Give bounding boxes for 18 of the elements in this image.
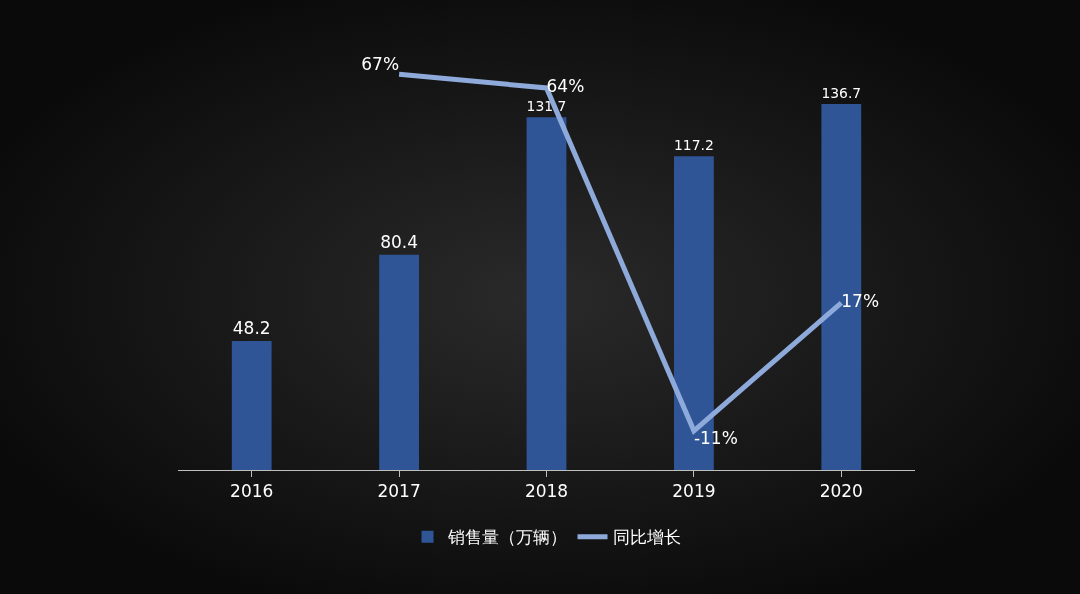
data-label: 117.2 — [674, 136, 714, 153]
data-label: 48.2 — [232, 317, 271, 338]
x-tick-label: 2017 — [377, 481, 421, 502]
bar — [379, 254, 419, 470]
data-label: 80.4 — [380, 231, 419, 252]
bar — [526, 117, 567, 470]
data-label: -11% — [693, 427, 738, 448]
legend-label: 销售量（万辆） — [446, 527, 567, 548]
data-label: 67% — [361, 54, 400, 75]
data-label: 17% — [841, 291, 880, 312]
bar — [231, 340, 272, 470]
x-tick-label: 2020 — [819, 481, 863, 502]
data-label: 136.7 — [821, 84, 862, 101]
x-tick-label: 2019 — [672, 481, 716, 502]
x-tick-label: 2016 — [230, 481, 274, 502]
x-tick-label: 2018 — [524, 481, 569, 502]
data-label: 64% — [546, 76, 585, 97]
legend-label: 同比增长 — [612, 527, 681, 548]
